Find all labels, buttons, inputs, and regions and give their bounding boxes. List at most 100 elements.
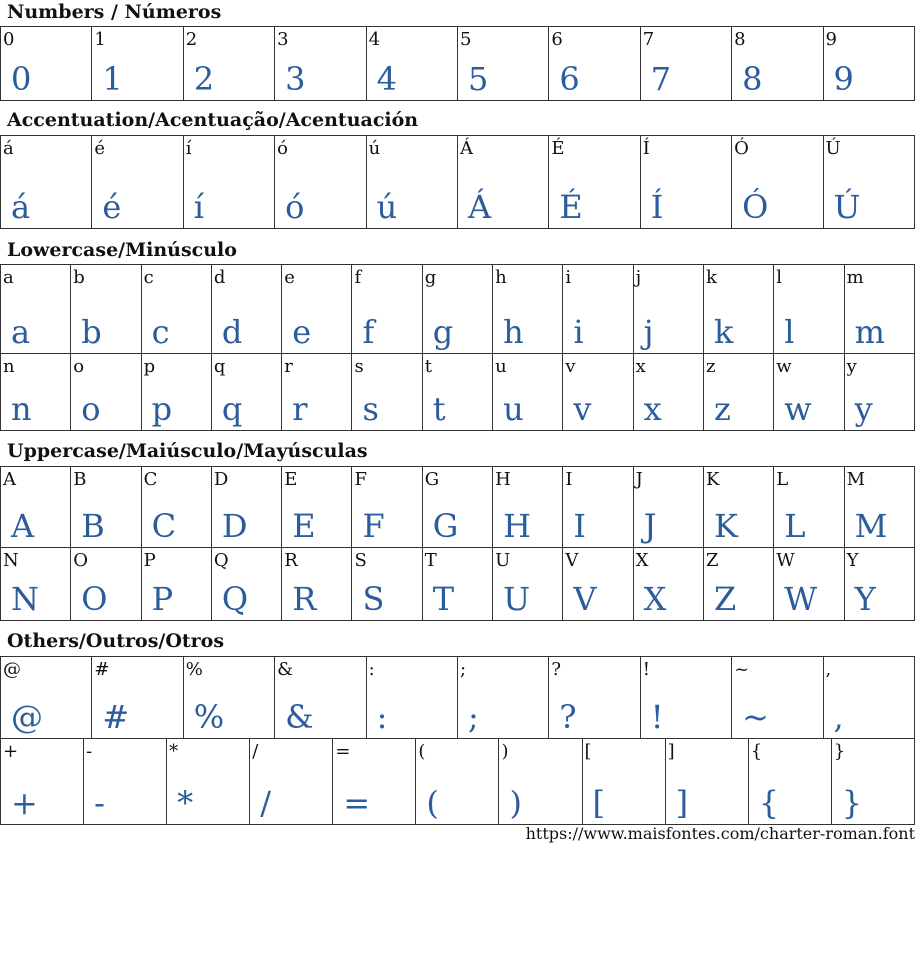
glyph-cell: }} <box>830 738 916 825</box>
glyph-sample: É <box>559 188 583 226</box>
glyph-cell: (( <box>415 738 500 825</box>
glyph-sample: G <box>432 507 459 545</box>
glyph-label: s <box>354 356 364 377</box>
glyph-label: j <box>635 267 642 288</box>
glyph-sample: J <box>643 507 657 545</box>
glyph-label: ] <box>667 741 675 762</box>
glyph-cell: # # <box>91 656 184 739</box>
glyph-label: : <box>368 659 375 680</box>
glyph-sample: 7 <box>650 60 672 98</box>
glyph-sample: 6 <box>559 60 580 98</box>
glyph-label: { <box>750 741 763 762</box>
glyph-cell: & & <box>274 656 367 739</box>
glyph-sample: - <box>94 784 105 822</box>
glyph-label: 4 <box>368 29 381 50</box>
glyph-label: f <box>354 267 362 288</box>
glyph-sample: t <box>432 390 446 428</box>
glyph-label: X <box>635 550 649 571</box>
glyph-cell: )) <box>498 738 583 825</box>
glyph-label: T <box>424 550 437 571</box>
glyph-label: B <box>73 469 87 490</box>
glyph-label: c <box>143 267 154 288</box>
glyph-label: i <box>565 267 572 288</box>
glyph-label: 2 <box>185 29 198 50</box>
glyph-sample: ( <box>426 784 439 822</box>
glyph-sample: q <box>221 390 243 428</box>
glyph-label: N <box>3 550 19 571</box>
glyph-sample: = <box>343 784 371 822</box>
glyph-sample: 3 <box>285 60 306 98</box>
glyph-label: z <box>705 356 716 377</box>
glyph-sample: 8 <box>742 60 763 98</box>
glyph-label: L <box>776 469 789 490</box>
glyph-sample: p <box>151 390 173 428</box>
glyph-label: S <box>354 550 367 571</box>
glyph-label: 9 <box>825 29 837 50</box>
glyph-label: Á <box>459 138 473 159</box>
glyph-cell: = = <box>332 738 417 825</box>
glyph-sample: C <box>151 507 177 545</box>
glyph-cell: [[ <box>581 738 666 825</box>
section-title: Accentuation/Acentuação/Acentuación <box>7 109 419 131</box>
glyph-label: = <box>335 741 351 762</box>
glyph-label: m <box>846 267 864 288</box>
glyph-label: } <box>833 741 846 762</box>
glyph-label: + <box>3 741 19 762</box>
glyph-sample: c <box>151 313 170 351</box>
glyph-sample: N <box>11 580 39 618</box>
glyph-label: 7 <box>642 29 655 50</box>
glyph-cell: %% <box>182 656 276 739</box>
glyph-sample: d <box>221 313 243 351</box>
glyph-label: 0 <box>3 29 15 50</box>
glyph-label: t <box>424 356 433 377</box>
glyph-sample: k <box>713 313 734 351</box>
glyph-sample: D <box>221 507 248 545</box>
glyph-label: e <box>284 267 295 288</box>
glyph-sample: ; <box>467 698 479 736</box>
glyph-label: x <box>635 356 646 377</box>
glyph-label: % <box>185 659 203 680</box>
glyph-label: D <box>213 469 229 490</box>
glyph-label: 6 <box>551 29 563 50</box>
glyph-row: @ @ # #%% & &::;;??!! ~ ~,, <box>0 656 916 739</box>
glyph-sample: r <box>292 390 308 428</box>
glyph-cell: @ @ <box>0 656 93 739</box>
glyph-sample: I <box>573 507 587 545</box>
glyph-sample: n <box>11 390 32 428</box>
glyph-label: y <box>846 356 857 377</box>
glyph-table: @ @ # #%% & &::;;??!! ~ ~,, <box>0 656 916 739</box>
section-title: Numbers / Números <box>7 1 222 23</box>
glyph-label: r <box>284 356 293 377</box>
glyph-label: O <box>73 550 89 571</box>
glyph-cell: !! <box>639 656 733 739</box>
glyph-label: I <box>565 469 573 490</box>
